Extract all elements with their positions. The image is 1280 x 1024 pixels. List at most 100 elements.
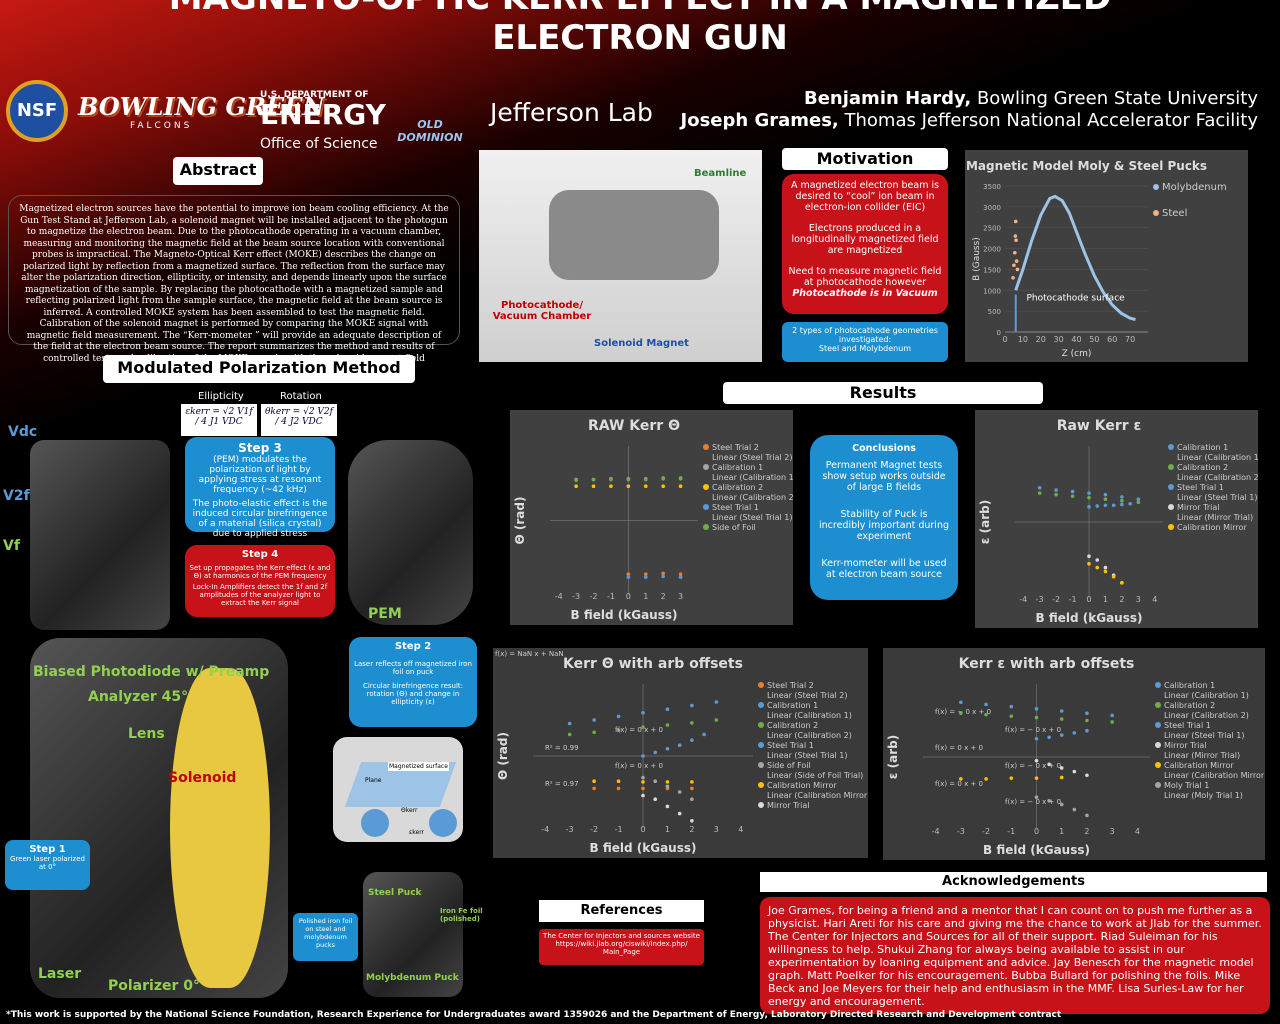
step4: Step 4 Set up propagates the Kerr effect… xyxy=(185,545,335,617)
x-tick-label: 2 xyxy=(1084,827,1089,836)
legend-swatch xyxy=(1153,184,1159,190)
y-tick-label: 2000 xyxy=(983,246,1001,254)
x-tick-label: 3 xyxy=(714,825,719,834)
point xyxy=(661,574,665,579)
apparatus xyxy=(549,190,719,280)
point xyxy=(592,779,596,783)
x-tick-label: 0 xyxy=(626,592,631,601)
photo-label: Photocathode/ Vacuum Chamber xyxy=(492,300,592,322)
x-tick-label: 60 xyxy=(1107,335,1117,344)
point xyxy=(1070,489,1075,494)
point xyxy=(677,743,682,747)
x-tick-label: 2 xyxy=(661,592,666,601)
x-tick-label: 1 xyxy=(665,825,670,834)
point xyxy=(1034,736,1039,741)
point xyxy=(678,484,683,489)
legend-label: Linear (Steel Trial 1) xyxy=(767,751,847,760)
point xyxy=(1095,565,1100,570)
point xyxy=(1059,733,1064,737)
point xyxy=(1103,565,1108,570)
chart: RAW Kerr Θ B field (kGauss) Θ (rad) -4 -3 -2-… xyxy=(510,410,793,625)
chart-title: Raw Kerr ε xyxy=(1057,418,1142,434)
point xyxy=(653,779,658,783)
point xyxy=(1054,488,1058,492)
legend-label: Linear (Calibration 2) xyxy=(767,731,852,740)
setup-label: Solenoid xyxy=(168,770,237,786)
pucks-caption: Polished iron foil on steel and molybden… xyxy=(293,913,358,961)
affiliation: Bowling Green State University xyxy=(976,88,1258,109)
legend-label: Linear (Calibration Mirror) xyxy=(767,791,868,800)
text: 2 types of photocathode geometries inves… xyxy=(792,326,938,344)
legend-label: Steel Trial 1 xyxy=(767,741,814,750)
point xyxy=(643,572,648,576)
author: Joseph Grames, Thomas Jefferson National… xyxy=(681,110,1259,132)
x-tick-label: 10 xyxy=(1018,335,1028,344)
point xyxy=(665,723,670,727)
point xyxy=(678,476,683,481)
legend-label: Linear (Steel Trial 1) xyxy=(1164,731,1244,740)
legend-label: Calibration Mirror xyxy=(1177,523,1247,532)
motivation-emphasis: Photocathode is in Vacuum xyxy=(792,288,938,299)
label: Rotation xyxy=(280,391,322,402)
step-text: Green laser polarized at 0° xyxy=(10,855,85,871)
legend-swatch xyxy=(703,444,709,450)
point xyxy=(1085,813,1089,818)
step-heading: Step 2 xyxy=(394,641,432,652)
x-tick-label: 3 xyxy=(1110,827,1115,836)
x-tick-label: 70 xyxy=(1125,335,1135,344)
annotation: R² = 0.99 xyxy=(545,744,579,752)
point xyxy=(1034,715,1039,720)
doe-logo: ENERGY xyxy=(260,98,386,131)
point xyxy=(1037,491,1042,495)
legend-label: Calibration 2 xyxy=(1164,701,1215,710)
puck-label: Iron Fe foil (polished) xyxy=(440,907,483,923)
point xyxy=(690,738,694,742)
photo-pucks xyxy=(363,872,463,997)
annotation: f(x) = 0 x + 0 xyxy=(935,744,983,752)
legend-swatch xyxy=(758,722,764,728)
y-axis-label: Θ (rad) xyxy=(513,497,527,545)
point xyxy=(1103,497,1108,501)
point xyxy=(1047,735,1051,740)
legend-label: Calibration 2 xyxy=(1177,463,1228,472)
x-tick-label: 30 xyxy=(1054,335,1064,344)
legend-label: Linear (Calibration 2) xyxy=(1177,473,1258,482)
point xyxy=(641,775,645,780)
x-tick-label: 40 xyxy=(1071,335,1081,344)
legend-label: Steel Trial 1 xyxy=(712,503,759,512)
point xyxy=(592,718,596,722)
legend-label: Linear (Steel Trial 2) xyxy=(767,691,847,700)
x-tick-label: -3 xyxy=(1036,595,1044,604)
point xyxy=(616,786,621,791)
x-tick-label: 1 xyxy=(643,592,648,601)
point xyxy=(626,572,631,576)
x-tick-label: 3 xyxy=(678,592,683,601)
legend-label: Calibration 1 xyxy=(1177,443,1228,452)
point xyxy=(1059,709,1064,713)
x-tick-label: -1 xyxy=(1069,595,1077,604)
x-tick-label: 3 xyxy=(1136,595,1141,604)
diagram-label: εkerr xyxy=(409,829,425,836)
chart-title: RAW Kerr Θ xyxy=(588,418,680,434)
photo-label: Beamline xyxy=(694,168,747,179)
legend-swatch xyxy=(1168,504,1174,510)
legend-swatch xyxy=(1155,682,1161,688)
point xyxy=(1103,492,1108,497)
legend-label: Moly Trial 1 xyxy=(1164,781,1209,790)
point xyxy=(1009,714,1014,718)
legend-swatch xyxy=(1155,782,1161,788)
legend-swatch xyxy=(758,802,764,808)
annotation: Photocathode surface xyxy=(1026,294,1125,304)
point xyxy=(677,811,682,816)
point xyxy=(1072,769,1077,774)
point xyxy=(1120,495,1124,499)
point xyxy=(690,797,694,801)
point xyxy=(1085,773,1089,778)
y-tick-label: 1500 xyxy=(983,266,1001,274)
point xyxy=(653,750,658,755)
legend-label: Linear (Steel Trial 1) xyxy=(1177,493,1257,502)
voltage-label: V2f xyxy=(3,488,30,504)
point xyxy=(1110,713,1114,718)
annotation: f(x) = − 0 x + 0 xyxy=(1005,726,1061,734)
